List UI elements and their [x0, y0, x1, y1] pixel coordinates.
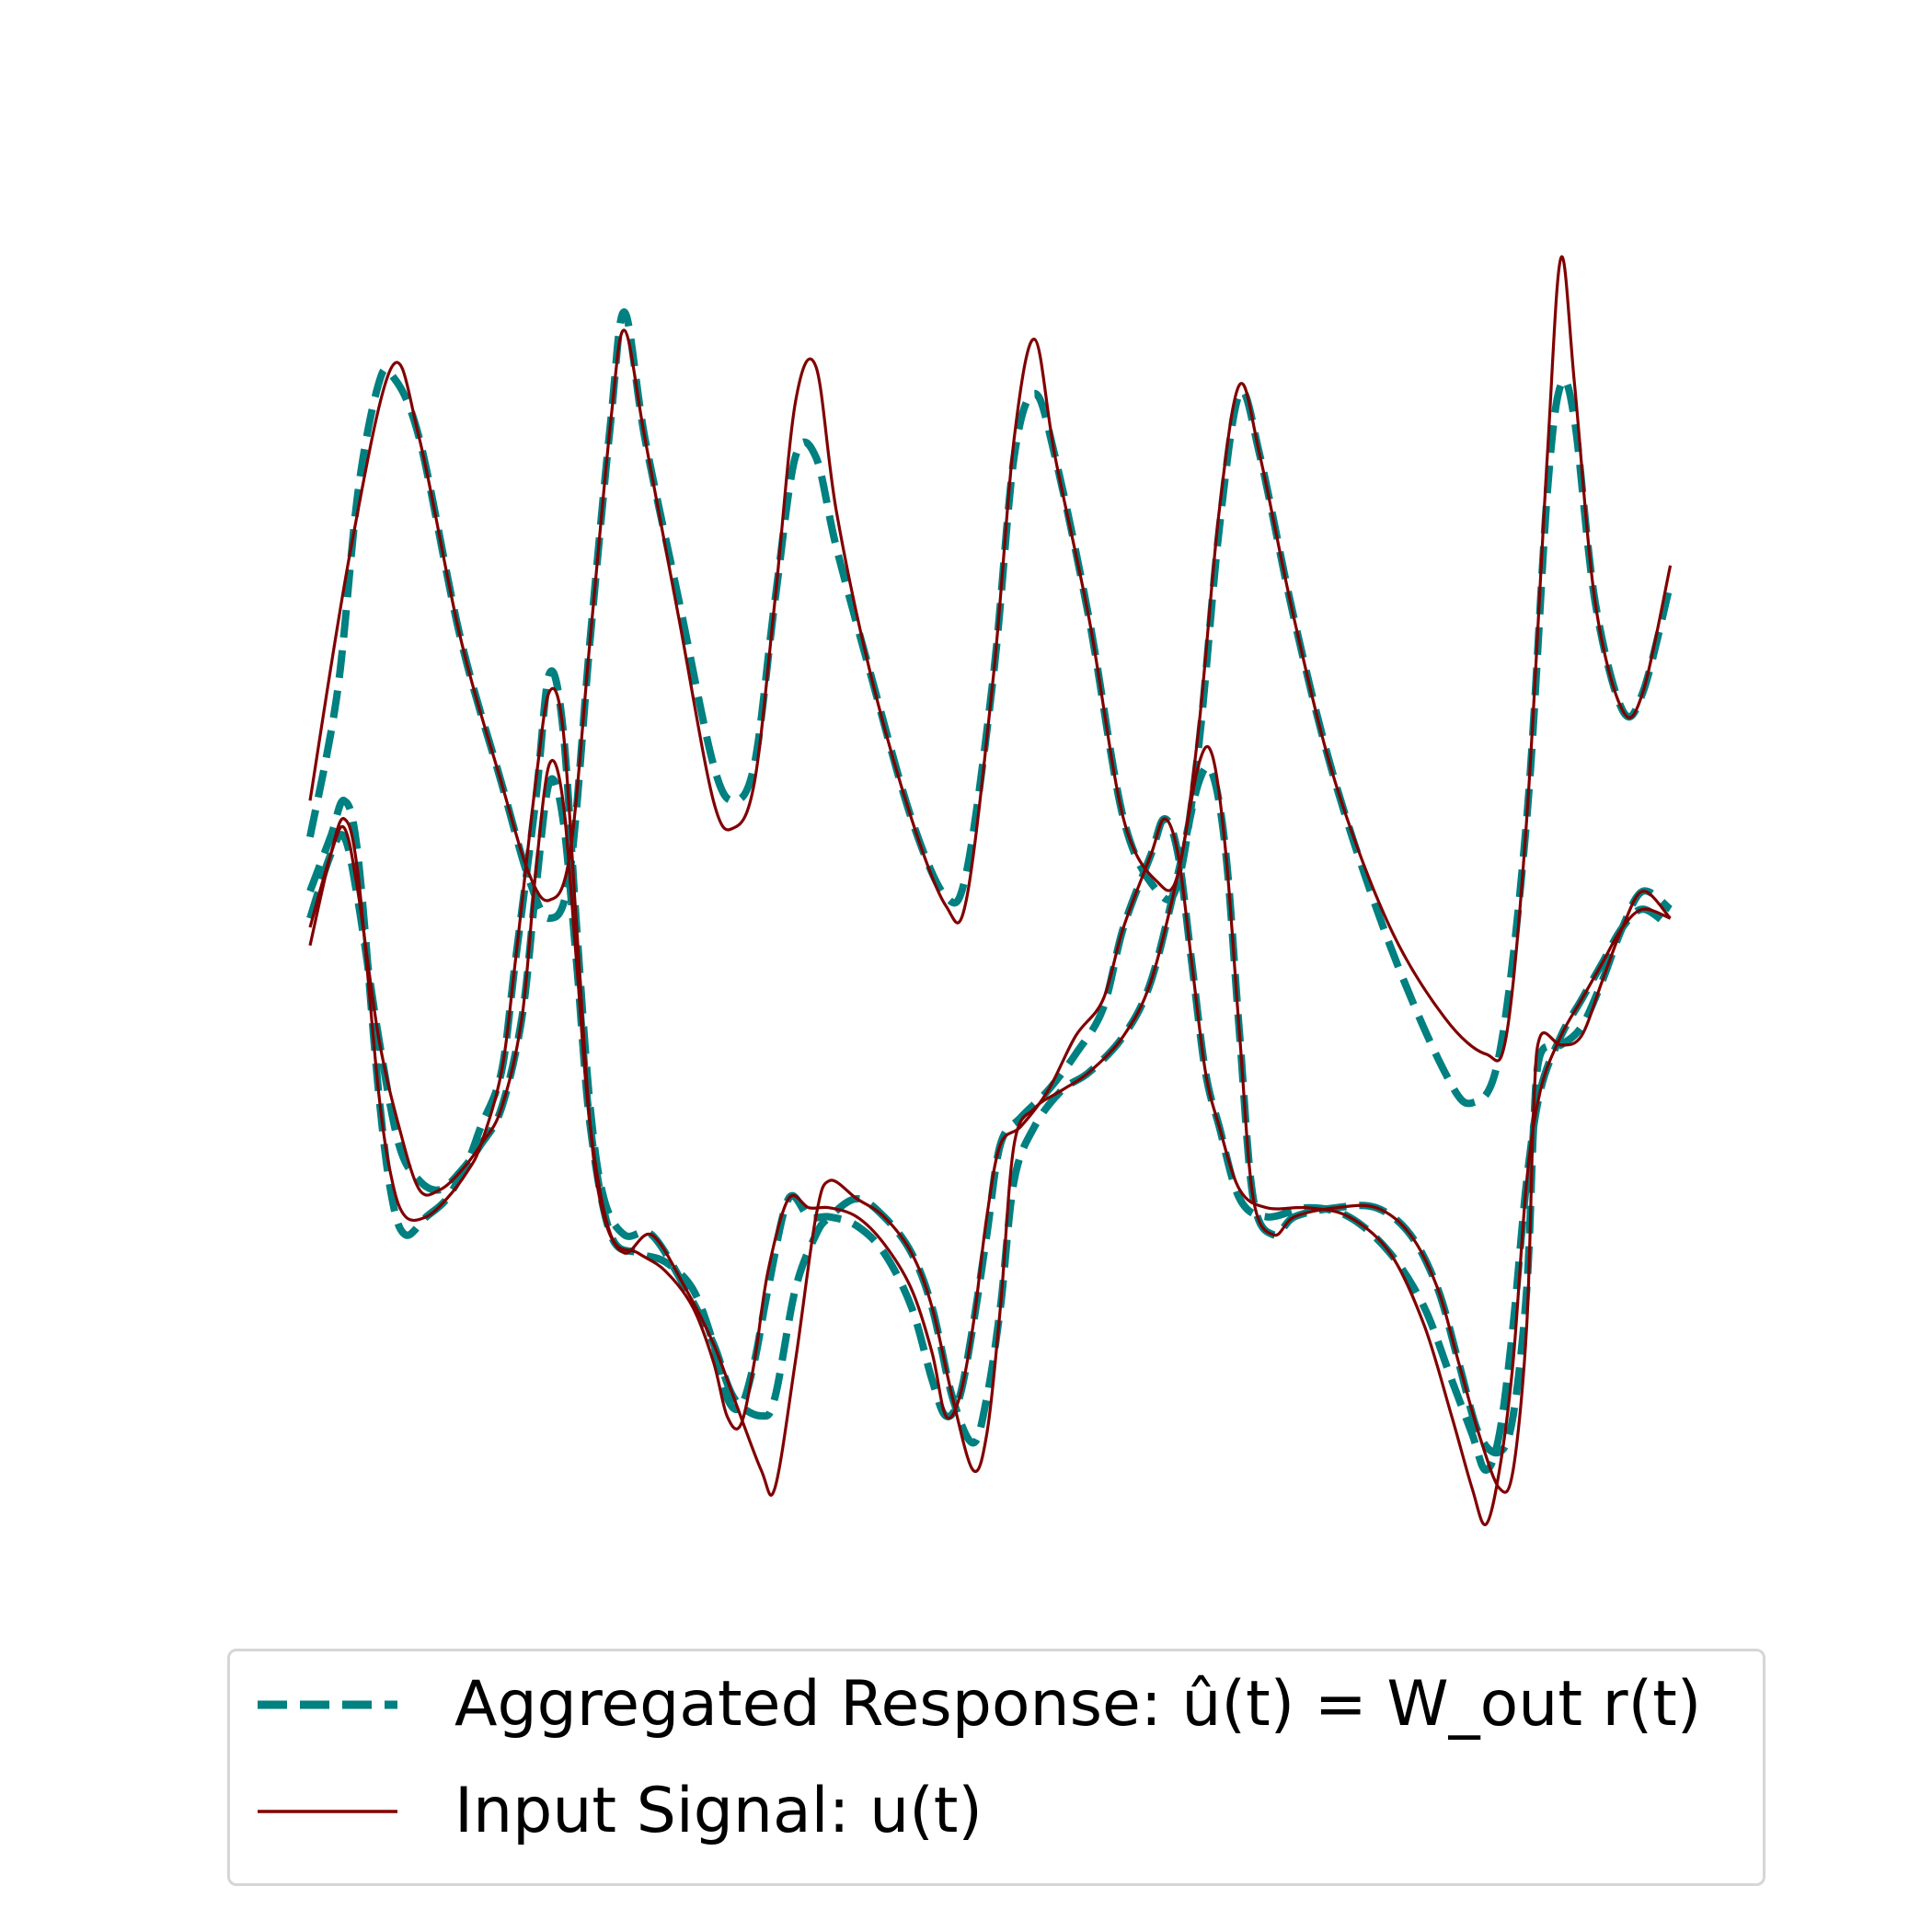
- legend-swatch-input-solid: [258, 1810, 397, 1813]
- legend: Aggregated Response: û(t) = W_out r(t) I…: [227, 1649, 1765, 1886]
- legend-entry-predicted: Aggregated Response: û(t) = W_out r(t): [230, 1659, 1763, 1751]
- legend-label-input: Input Signal: u(t): [454, 1775, 983, 1847]
- series-layer: [306, 255, 1674, 1526]
- series-input-component-1: [308, 255, 1673, 1063]
- legend-entry-input: Input Signal: u(t): [230, 1765, 1763, 1857]
- series-input-component-3: [308, 758, 1672, 1526]
- legend-label-predicted: Aggregated Response: û(t) = W_out r(t): [454, 1668, 1702, 1741]
- series-predicted-component-1: [306, 308, 1674, 1108]
- legend-swatch-predicted-dashed: [258, 1700, 397, 1709]
